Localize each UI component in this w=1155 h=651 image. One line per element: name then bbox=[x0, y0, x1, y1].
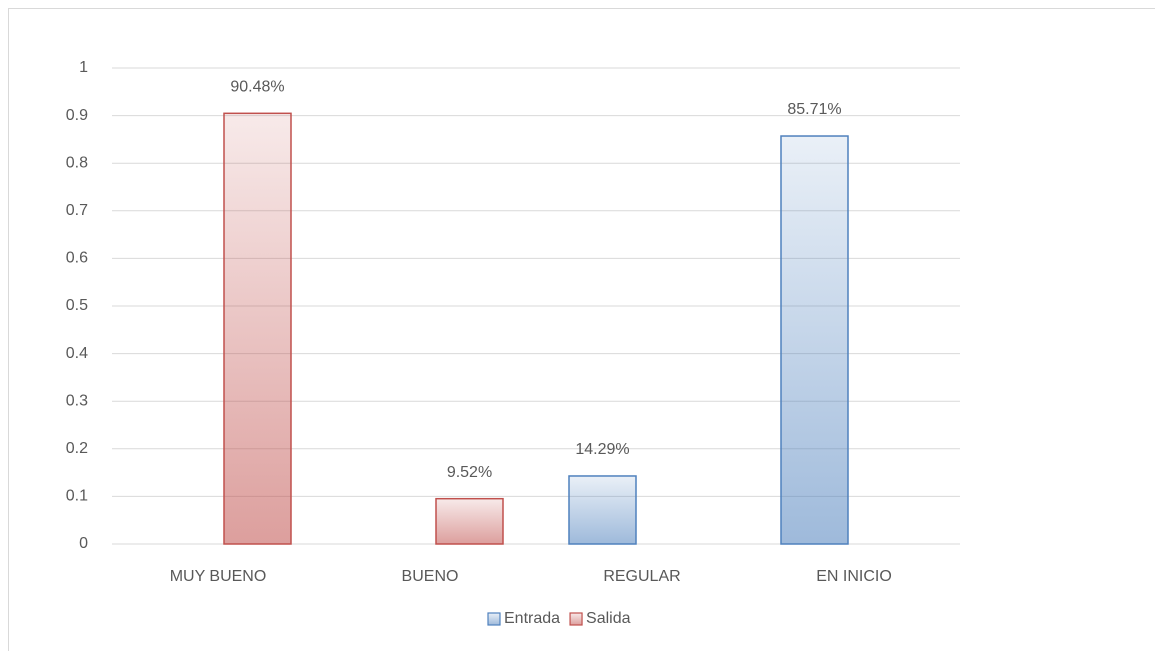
data-label: 9.52% bbox=[447, 464, 492, 481]
y-tick-label: 0.3 bbox=[66, 392, 88, 409]
y-tick-label: 0.9 bbox=[66, 107, 88, 124]
legend-swatch bbox=[569, 612, 583, 626]
y-tick-label: 0 bbox=[79, 535, 88, 552]
chart-border bbox=[8, 8, 1155, 651]
y-tick-label: 0.4 bbox=[66, 345, 88, 362]
y-tick-label: 0.7 bbox=[66, 202, 88, 219]
legend-label: Salida bbox=[586, 610, 631, 627]
y-tick-label: 0.2 bbox=[66, 440, 88, 457]
y-tick-label: 0.8 bbox=[66, 154, 88, 171]
bar bbox=[435, 497, 504, 545]
legend-swatch bbox=[487, 612, 501, 626]
x-tick-label: MUY BUENO bbox=[170, 568, 267, 585]
y-tick-label: 0.5 bbox=[66, 297, 88, 314]
y-tick-label: 0.6 bbox=[66, 250, 88, 267]
x-tick-label: EN INICIO bbox=[816, 568, 892, 585]
data-label: 85.71% bbox=[787, 101, 841, 118]
data-label: 14.29% bbox=[575, 441, 629, 458]
bar bbox=[223, 112, 292, 545]
x-tick-label: REGULAR bbox=[603, 568, 680, 585]
bar bbox=[780, 135, 849, 545]
legend-label: Entrada bbox=[504, 610, 560, 627]
y-tick-label: 0.1 bbox=[66, 488, 88, 505]
y-tick-label: 1 bbox=[79, 59, 88, 76]
x-tick-label: BUENO bbox=[402, 568, 459, 585]
data-label: 90.48% bbox=[230, 79, 284, 96]
bar bbox=[568, 475, 637, 545]
